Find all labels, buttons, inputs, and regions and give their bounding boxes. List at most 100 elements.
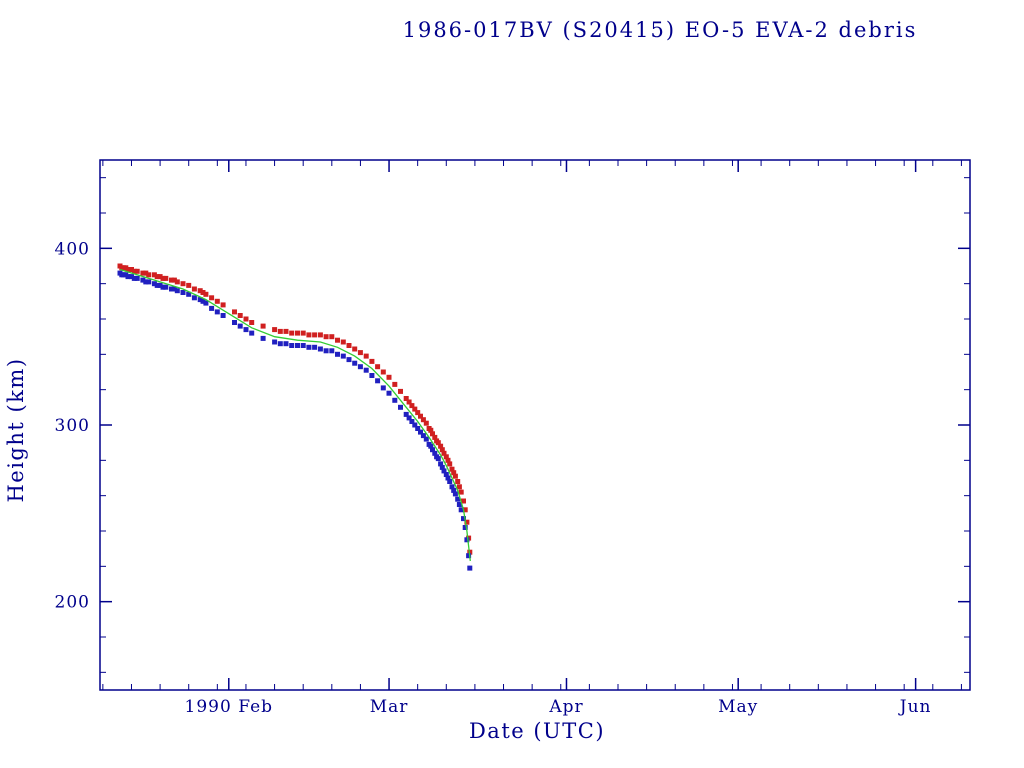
apogee-height-point xyxy=(283,328,289,334)
perigee-height-point xyxy=(447,479,453,484)
apogee-height-point xyxy=(432,434,438,440)
apogee-height-point xyxy=(409,403,415,409)
perigee-height-point xyxy=(451,487,457,493)
y-tick-label: 200 xyxy=(55,593,90,613)
perigee-height-point xyxy=(300,343,306,348)
perigee-height-point xyxy=(134,275,140,281)
apogee-height-point xyxy=(375,364,381,370)
y-tick-label: 300 xyxy=(55,416,90,436)
apogee-height-point xyxy=(140,270,146,276)
apogee-height-point xyxy=(243,316,249,322)
perigee-height-point xyxy=(191,295,197,301)
apogee-height-point xyxy=(260,323,266,329)
perigee-height-point xyxy=(289,343,295,348)
perigee-height-point xyxy=(418,429,423,435)
apogee-height-point xyxy=(157,274,163,280)
apogee-height-point xyxy=(143,270,149,276)
apogee-height-point xyxy=(423,420,429,426)
perigee-height-point xyxy=(430,447,435,453)
perigee-height-point xyxy=(295,343,300,348)
apogee-height-point xyxy=(129,267,134,272)
apogee-height-point xyxy=(398,388,403,394)
apogee-height-point xyxy=(272,327,278,333)
perigee-height-point xyxy=(160,284,166,290)
perigee-height-point xyxy=(180,290,186,295)
apogee-height-point xyxy=(169,277,174,283)
perigee-height-point xyxy=(466,553,472,559)
perigee-height-point xyxy=(443,472,449,477)
apogee-height-point xyxy=(464,519,470,525)
perigee-height-point xyxy=(151,281,157,287)
apogee-height-point xyxy=(220,302,226,308)
apogee-height-point xyxy=(180,281,186,287)
perigee-height-point xyxy=(435,456,441,462)
apogee-height-point xyxy=(438,443,444,449)
perigee-height-point xyxy=(140,277,146,283)
perigee-height-point xyxy=(200,298,206,304)
perigee-height-point xyxy=(306,344,312,350)
perigee-height-point xyxy=(441,468,447,474)
apogee-height-point xyxy=(160,275,166,281)
apogee-height-point xyxy=(352,346,358,352)
apogee-height-point xyxy=(415,410,421,416)
perigee-height-point xyxy=(186,291,192,297)
apogee-height-point xyxy=(191,286,197,292)
perigee-height-point xyxy=(386,390,392,396)
apogee-height-point xyxy=(171,277,177,283)
apogee-height-point xyxy=(357,350,363,356)
perigee-height-point xyxy=(340,353,346,359)
apogee-height-point xyxy=(392,381,398,387)
perigee-height-point xyxy=(375,378,381,384)
perigee-height-point xyxy=(157,282,163,288)
perigee-height-point xyxy=(439,464,445,470)
perigee-height-point xyxy=(232,320,237,325)
apogee-height-point xyxy=(369,358,375,364)
x-tick-label: Apr xyxy=(548,697,583,717)
perigee-height-point xyxy=(415,426,421,431)
apogee-height-point xyxy=(146,272,152,278)
perigee-height-point xyxy=(323,348,329,354)
perigee-height-point xyxy=(317,346,323,352)
perigee-height-point xyxy=(203,300,209,306)
perigee-height-point xyxy=(214,309,220,315)
apogee-height-point xyxy=(451,470,457,476)
x-tick-label: Mar xyxy=(370,697,409,717)
perigee-height-point xyxy=(380,385,386,391)
apogee-height-point xyxy=(430,431,435,437)
apogee-height-point xyxy=(380,369,386,375)
apogee-height-point xyxy=(295,330,300,336)
perigee-height-point xyxy=(398,404,403,410)
apogee-height-point xyxy=(277,328,283,334)
perigee-height-point xyxy=(197,297,203,303)
apogee-height-point xyxy=(439,447,445,453)
perigee-height-point xyxy=(455,496,461,502)
perigee-height-point xyxy=(392,397,398,403)
perigee-height-point xyxy=(243,327,249,333)
apogee-height-point xyxy=(209,295,215,301)
perigee-height-point xyxy=(237,323,243,329)
apogee-height-point xyxy=(441,450,447,456)
apogee-height-point xyxy=(447,461,453,467)
apogee-height-point xyxy=(186,282,192,288)
apogee-height-point xyxy=(174,279,180,285)
apogee-height-point xyxy=(214,298,220,304)
x-tick-label: 1990 Feb xyxy=(185,697,273,717)
perigee-height-point xyxy=(449,484,455,490)
perigee-height-point xyxy=(272,339,278,345)
apogee-height-point xyxy=(200,290,206,295)
perigee-height-point xyxy=(462,525,468,530)
perigee-height-point xyxy=(209,305,215,311)
apogee-height-point xyxy=(335,337,340,343)
apogee-height-point xyxy=(418,413,423,419)
perigee-height-point xyxy=(346,357,352,363)
apogee-height-point xyxy=(412,406,418,412)
perigee-height-point xyxy=(467,565,473,571)
perigee-height-point xyxy=(412,422,418,428)
apogee-height-point xyxy=(237,313,243,318)
perigee-height-point xyxy=(329,348,335,354)
apogee-height-point xyxy=(312,332,318,338)
perigee-height-point xyxy=(423,436,429,442)
apogee-height-point xyxy=(445,457,451,463)
perigee-height-point xyxy=(369,373,375,378)
perigee-height-point xyxy=(406,415,412,421)
